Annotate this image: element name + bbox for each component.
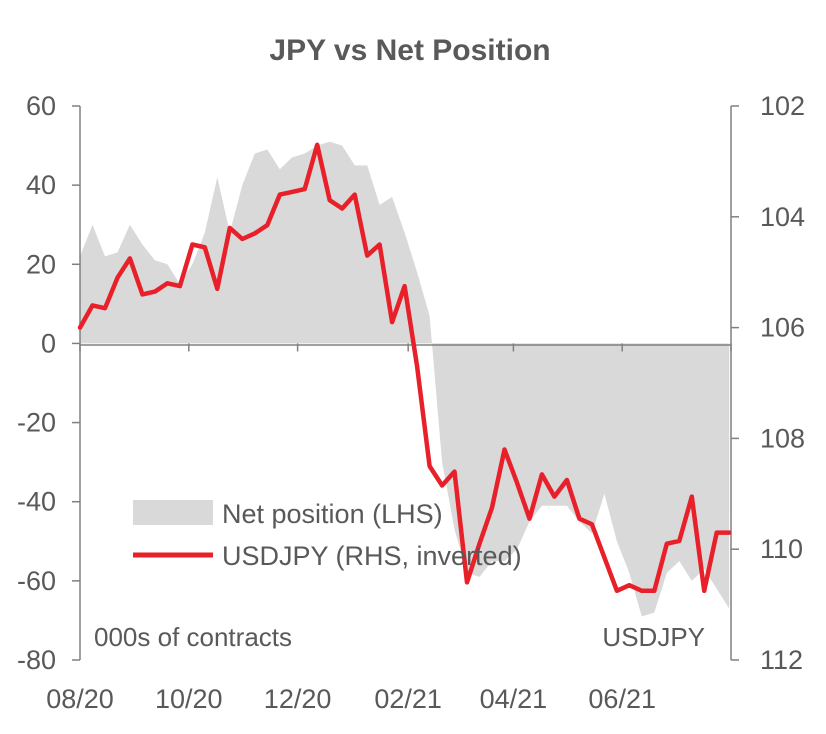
x-axis-ticks: 08/20 10/20 12/20 02/21 04/21 06/21: [46, 343, 732, 714]
right-axis-ticks: 102 104 106 108 110 112: [731, 91, 805, 675]
left-tick-label: -80: [17, 645, 56, 675]
usdjpy-line: [77, 142, 732, 594]
chart-title: JPY vs Net Position: [269, 34, 550, 67]
left-tick-label: -20: [17, 408, 56, 438]
legend-label-usdjpy: USDJPY (RHS, inverted): [222, 541, 522, 571]
legend: Net position (LHS) USDJPY (RHS, inverted…: [133, 499, 522, 571]
right-tick-label: 106: [760, 313, 805, 343]
left-tick-label: -60: [17, 566, 56, 596]
left-tick-label: 0: [41, 328, 56, 358]
left-axis-unit-note: 000s of contracts: [94, 622, 292, 652]
right-tick-label: 104: [760, 202, 805, 232]
x-tick-label: 06/21: [588, 684, 656, 714]
x-tick-label: 02/21: [374, 684, 442, 714]
right-tick-label: 102: [760, 91, 805, 121]
right-tick-label: 108: [760, 423, 805, 453]
net-position-area: [80, 141, 730, 617]
legend-swatch-net-position: [133, 500, 213, 525]
left-tick-label: -40: [17, 487, 56, 517]
right-tick-label: 112: [760, 645, 803, 675]
net-position-area-layer: [80, 141, 730, 617]
x-tick-label: 04/21: [480, 684, 548, 714]
right-tick-label: 110: [760, 534, 803, 564]
x-tick-label: 12/20: [264, 684, 332, 714]
right-axis-unit-note: USDJPY: [602, 622, 705, 652]
left-axis-ticks: 60 40 20 0 -20 -40 -60 -80: [17, 91, 80, 675]
left-tick-label: 60: [26, 91, 56, 121]
usdjpy-line-layer: [77, 142, 732, 594]
left-tick-label: 40: [26, 170, 56, 200]
legend-label-net-position: Net position (LHS): [222, 499, 443, 529]
left-tick-label: 20: [26, 249, 56, 279]
x-tick-label: 08/20: [46, 684, 114, 714]
x-tick-label: 10/20: [155, 684, 223, 714]
